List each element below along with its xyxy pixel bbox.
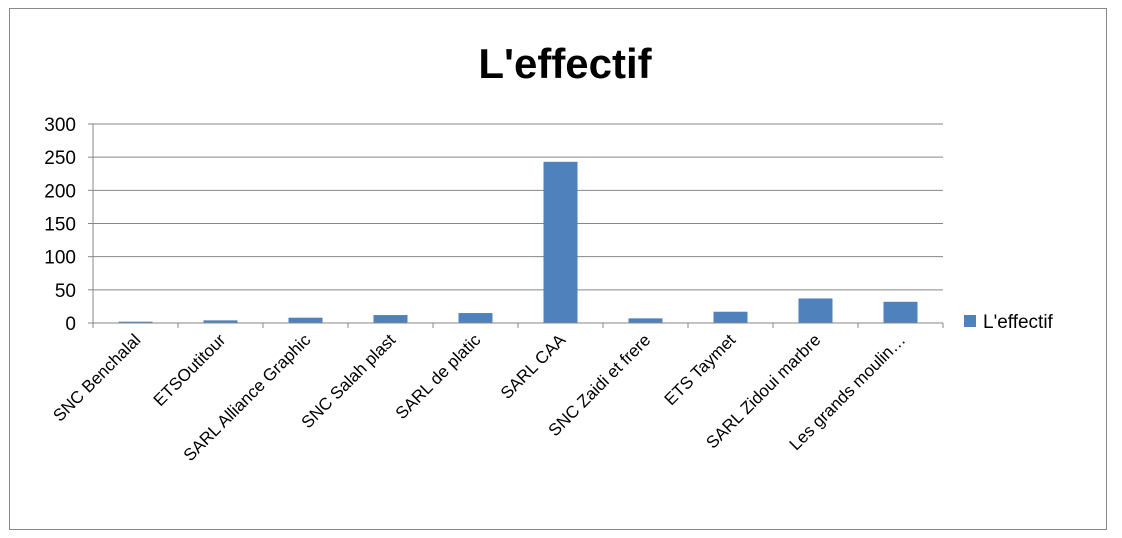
legend: L'effectif <box>964 312 1054 333</box>
y-tick-label: 100 <box>44 248 76 269</box>
y-tick-label: 300 <box>44 115 76 136</box>
bar <box>883 301 918 323</box>
bar <box>203 320 238 323</box>
x-tick-label: SNC Benchalal <box>49 330 144 425</box>
legend-swatch <box>964 315 976 327</box>
x-axis <box>92 124 944 328</box>
bar <box>628 318 663 323</box>
bar <box>373 315 408 323</box>
x-tick-label: ETS Taymet <box>661 330 740 409</box>
bar <box>288 317 323 323</box>
x-tick-label: SARL de platic <box>392 330 485 423</box>
y-tick-label: 150 <box>44 215 76 236</box>
x-tick-label: ETSOutitour <box>150 330 230 410</box>
x-tick-label: SNC Salah plast <box>298 330 400 432</box>
x-tick-label: SARL CAA <box>497 330 570 403</box>
bar <box>798 298 833 323</box>
gridlines <box>93 123 943 291</box>
y-tick-label: 200 <box>44 181 76 202</box>
bar <box>118 321 153 323</box>
bars <box>118 161 918 323</box>
y-tick-label: 50 <box>55 281 76 302</box>
bar <box>713 311 748 323</box>
bar <box>458 313 493 323</box>
chart-title: L'effectif <box>478 40 652 87</box>
y-tick-label: 250 <box>44 148 76 169</box>
bar <box>543 161 578 323</box>
y-tick-label: 0 <box>65 314 76 335</box>
legend-label: L'effectif <box>983 312 1054 333</box>
y-axis-ticks: 0 50 100 150 200 250 300 <box>44 115 93 335</box>
